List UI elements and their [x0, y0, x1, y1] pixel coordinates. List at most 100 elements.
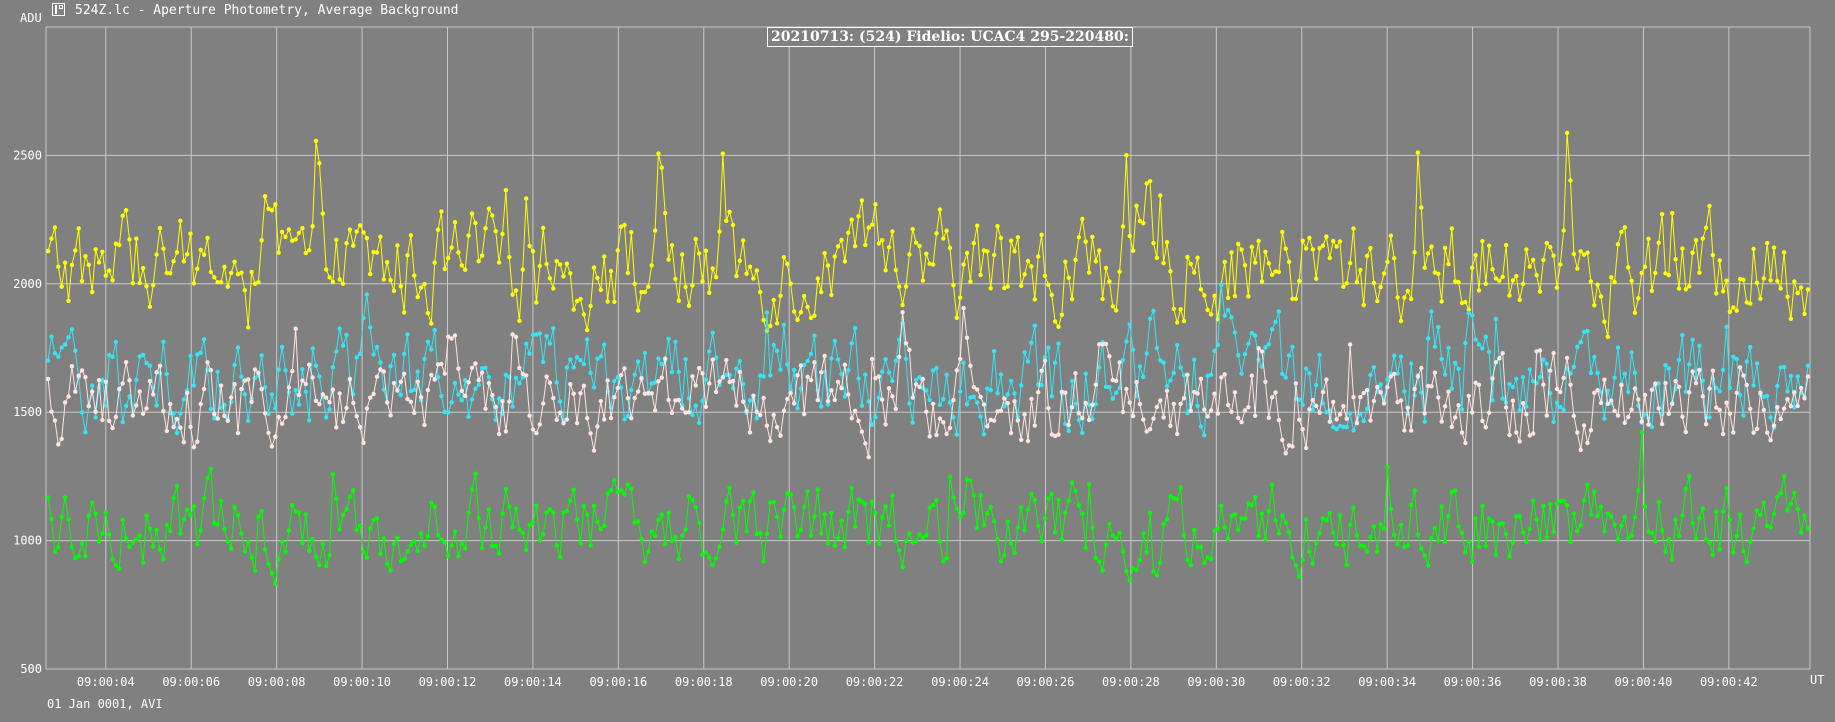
series-point [598, 287, 603, 293]
series-point [1086, 270, 1092, 275]
series-point [1351, 226, 1356, 231]
series-point [585, 337, 590, 342]
series-point [368, 526, 373, 531]
series-point [1734, 308, 1739, 313]
series-point [1303, 517, 1309, 522]
series-point [1283, 375, 1288, 380]
series-point [507, 504, 512, 509]
series-point [673, 398, 678, 403]
lightcurve-app-icon [52, 3, 65, 16]
series-point [1683, 389, 1689, 394]
series-point [283, 549, 288, 555]
series-point [693, 403, 698, 408]
series-point [734, 540, 739, 545]
series-point [737, 358, 742, 364]
series-point [1385, 464, 1390, 470]
series-point [1005, 284, 1010, 289]
series-point [1215, 342, 1221, 347]
series-point [269, 444, 275, 449]
series-point [873, 510, 878, 516]
series-point [1327, 510, 1333, 516]
series-point [683, 410, 688, 415]
series-point [408, 388, 414, 394]
series-point [361, 230, 366, 235]
series-point [530, 520, 536, 525]
series-point [819, 370, 824, 375]
series-point [266, 561, 271, 567]
series-point [1158, 398, 1163, 403]
series-point [1503, 531, 1509, 537]
series-point [364, 555, 370, 560]
series-point [432, 260, 437, 265]
series-point [123, 403, 129, 408]
series-point [1069, 297, 1075, 302]
series-point [195, 439, 200, 444]
series-point [1419, 390, 1424, 395]
y-axis-label: ADU [20, 11, 42, 25]
series-point [337, 326, 342, 331]
series-point [422, 356, 427, 362]
series-point [1442, 404, 1448, 409]
series-point [212, 416, 217, 421]
series-point [408, 399, 414, 404]
series-point [852, 243, 858, 249]
series-point [829, 292, 834, 298]
series-point [290, 502, 295, 508]
series-point [1537, 374, 1543, 380]
series-point [561, 510, 566, 515]
series-point [1154, 345, 1160, 351]
series-point [1137, 401, 1143, 407]
series-point [663, 210, 668, 216]
series-point [1398, 522, 1404, 527]
series-point [307, 548, 312, 553]
series-point [690, 283, 695, 288]
series-point [222, 527, 227, 532]
series-point [1076, 411, 1082, 416]
series-point [527, 522, 532, 528]
series-point [1303, 445, 1309, 451]
series-point [178, 218, 183, 223]
series-point [252, 281, 258, 286]
series-point [696, 251, 702, 256]
series-point [374, 344, 380, 350]
series-point [1086, 482, 1092, 487]
series-point [581, 503, 587, 509]
series-point [1273, 518, 1278, 523]
series-point [1029, 264, 1034, 269]
series-point [1283, 520, 1288, 525]
series-point [1615, 242, 1621, 247]
series-point [90, 500, 95, 505]
series-point [1205, 373, 1210, 378]
series-point [1110, 396, 1116, 401]
series-point [578, 358, 583, 363]
series-point [412, 410, 417, 415]
series-point [320, 211, 325, 216]
series-point [727, 379, 732, 385]
series-point [185, 252, 190, 257]
series-point [612, 477, 617, 483]
series-point [846, 368, 851, 373]
series-point [1039, 539, 1044, 544]
series-point [1771, 245, 1777, 250]
series-point [1710, 552, 1716, 558]
series-point [1412, 386, 1417, 392]
series-point [805, 489, 810, 494]
series-point [1388, 374, 1394, 379]
series-point [361, 315, 366, 321]
series-point [1049, 292, 1055, 298]
series-point [1361, 543, 1366, 549]
series-point [351, 488, 356, 493]
series-point [754, 532, 759, 537]
series-point [961, 360, 966, 365]
series-point [161, 409, 166, 414]
series-point [578, 541, 583, 546]
series-point [666, 336, 671, 341]
series-point [1439, 357, 1444, 362]
series-point [1178, 307, 1183, 312]
series-point [1090, 525, 1095, 531]
series-point [1480, 418, 1485, 424]
series-point [1544, 361, 1550, 366]
series-point [1564, 503, 1570, 508]
series-point [1571, 511, 1577, 516]
